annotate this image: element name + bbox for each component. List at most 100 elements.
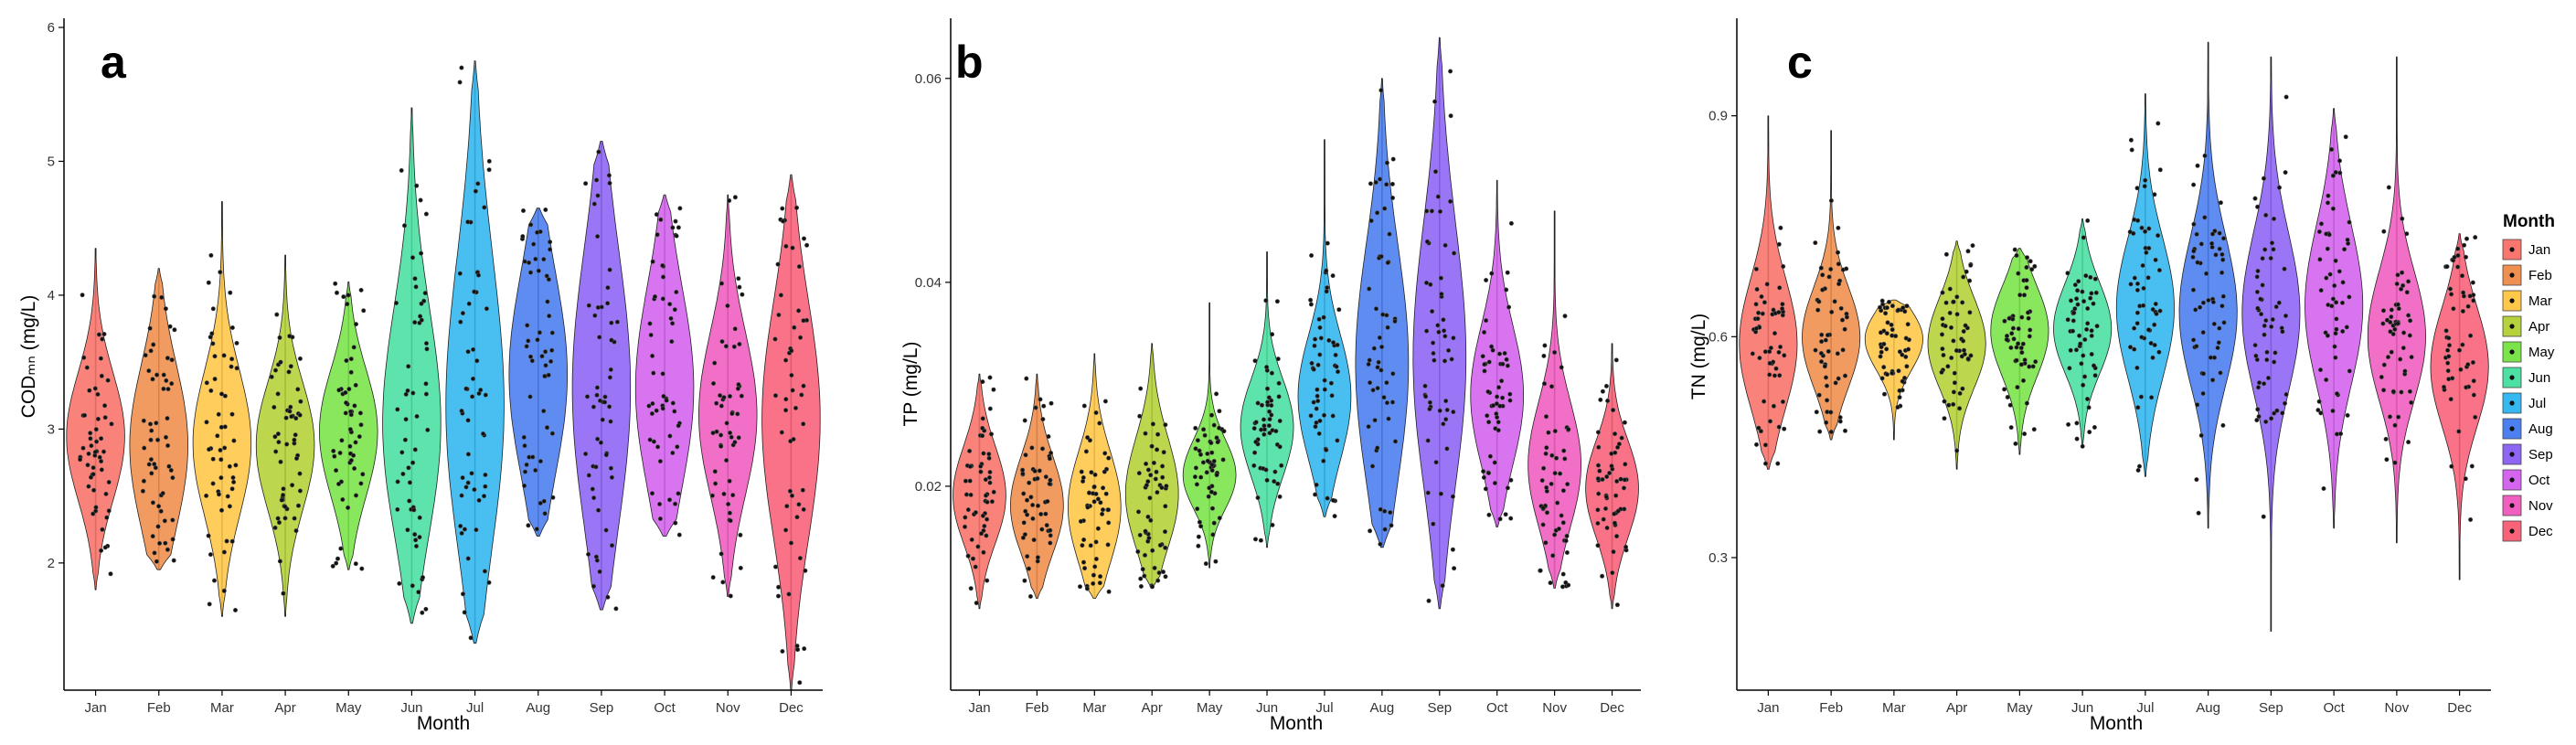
data-point	[1255, 400, 1261, 406]
data-point	[1097, 580, 1102, 586]
data-point	[1780, 302, 1785, 307]
data-point	[520, 208, 526, 214]
violin-body	[761, 174, 821, 691]
data-point	[167, 324, 173, 329]
violin-aug	[2178, 41, 2238, 529]
data-point	[719, 339, 725, 345]
data-point	[2138, 394, 2144, 399]
data-point	[1048, 540, 1053, 546]
data-point	[286, 369, 292, 375]
violin-body	[2053, 218, 2113, 448]
data-point	[2141, 285, 2146, 291]
data-point	[352, 465, 357, 471]
data-point	[1754, 442, 1760, 447]
data-point	[1552, 349, 1558, 355]
data-point	[1879, 345, 1884, 350]
data-point	[1613, 450, 1618, 455]
data-point	[1441, 421, 1446, 427]
data-point	[968, 586, 974, 591]
data-point	[2065, 317, 2070, 323]
data-point	[1597, 468, 1602, 474]
data-point	[2131, 230, 2136, 236]
data-point	[2407, 333, 2412, 338]
data-point	[1048, 400, 1054, 406]
data-point	[293, 432, 298, 438]
data-point	[1903, 354, 1909, 359]
data-point	[2264, 357, 2270, 363]
data-point	[1595, 543, 1601, 548]
data-point	[460, 475, 465, 481]
data-point	[1035, 475, 1040, 481]
data-point	[229, 325, 235, 330]
data-point	[465, 452, 471, 457]
data-point	[1378, 88, 1384, 93]
data-point	[149, 428, 154, 433]
data-point	[2321, 485, 2326, 491]
data-point	[1378, 506, 1383, 512]
data-point	[273, 449, 279, 454]
data-point	[1103, 491, 1109, 496]
data-point	[522, 469, 527, 474]
data-point	[1942, 399, 1947, 404]
violin-aug	[508, 208, 568, 537]
data-point	[2141, 303, 2146, 308]
data-point	[2340, 328, 2346, 334]
data-point	[2085, 218, 2091, 223]
data-point	[419, 250, 424, 256]
violin-body	[445, 60, 505, 644]
data-point	[1389, 523, 1394, 528]
data-point	[2392, 326, 2398, 332]
data-point	[1452, 250, 1457, 256]
data-point	[542, 373, 548, 378]
data-point	[1778, 225, 1783, 230]
data-point	[281, 486, 286, 492]
data-point	[2333, 170, 2338, 176]
data-point	[1776, 349, 1782, 355]
data-point	[2139, 225, 2145, 230]
data-point	[2153, 301, 2158, 306]
data-point	[1768, 346, 1773, 351]
data-point	[1422, 383, 1428, 388]
data-point	[1266, 423, 1272, 429]
data-point	[1952, 380, 1957, 386]
data-point	[1904, 364, 1910, 369]
data-point	[397, 580, 402, 586]
data-point	[1251, 463, 1257, 468]
data-point	[2081, 299, 2087, 304]
data-point	[673, 520, 678, 526]
data-point	[1276, 380, 1282, 386]
data-point	[2324, 275, 2329, 281]
data-point	[218, 457, 224, 463]
data-point	[1374, 306, 1379, 312]
x-tick-label-jul: Jul	[1315, 700, 1333, 716]
data-point	[2256, 414, 2262, 420]
data-point	[2447, 343, 2453, 348]
data-point	[1163, 545, 1168, 550]
data-point	[2144, 250, 2149, 255]
data-point	[148, 457, 154, 463]
data-point	[1200, 460, 1206, 465]
data-point	[727, 393, 732, 399]
data-point	[87, 388, 92, 393]
x-tick-label-jun: Jun	[400, 700, 422, 716]
data-point	[1261, 431, 1267, 437]
data-point	[93, 427, 99, 432]
data-point	[2081, 353, 2086, 358]
data-point	[154, 420, 159, 426]
x-tick-label-apr: Apr	[1946, 700, 1967, 716]
data-point	[1211, 422, 1217, 428]
data-point	[772, 336, 778, 342]
data-point	[1949, 355, 1954, 360]
x-tick-label-sep: Sep	[1427, 700, 1452, 716]
data-point	[99, 548, 104, 553]
data-point	[2191, 287, 2197, 293]
data-point	[525, 323, 530, 328]
data-point	[1269, 412, 1274, 418]
data-point	[2283, 94, 2289, 100]
data-point	[674, 289, 679, 294]
data-point	[1334, 364, 1339, 369]
x-tick-label-jun: Jun	[2071, 700, 2093, 716]
violin-body	[2178, 41, 2238, 529]
data-point	[1544, 484, 1549, 490]
violin-jun	[2053, 218, 2113, 449]
